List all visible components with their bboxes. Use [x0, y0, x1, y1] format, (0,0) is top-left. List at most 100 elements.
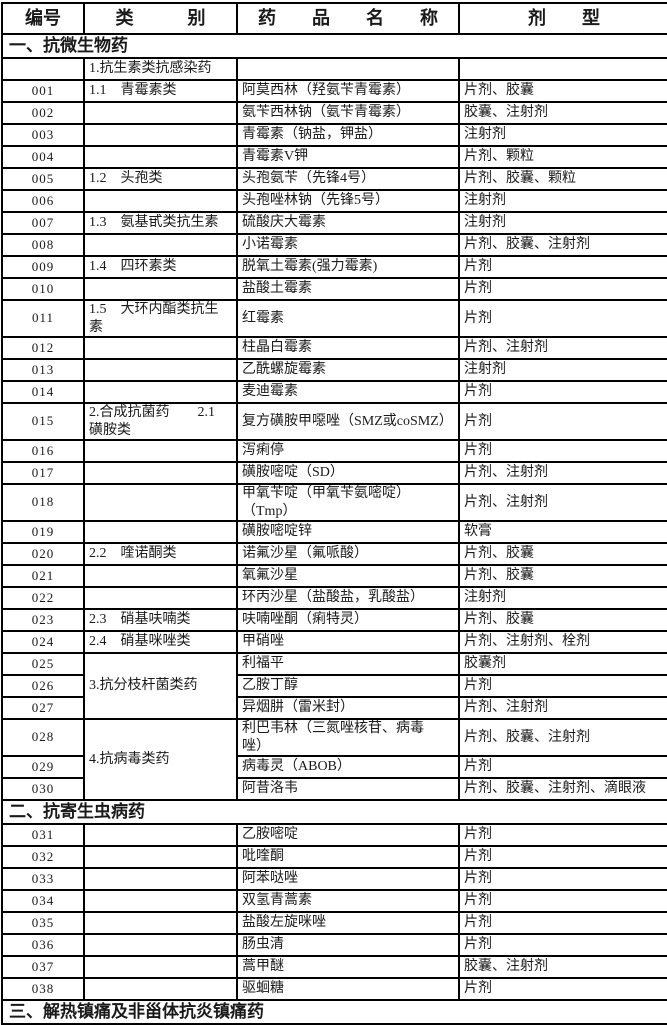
table-row: 005 1.2 头孢类 头孢氨苄（先锋4号） 片剂、胶囊、颗粒: [1, 167, 667, 191]
table-row: 006 头孢唑林钠（先锋5号） 注射剂: [1, 189, 667, 213]
cell-category: [83, 933, 238, 957]
cell-drug-name: 甲硝唑: [236, 630, 460, 654]
cell-drug-name: 阿昔洛韦: [236, 777, 460, 801]
cell-drug-name: 青霉素V钾: [236, 145, 460, 169]
cell-number: 033: [1, 867, 85, 891]
cell-category: [83, 336, 238, 360]
table-row: 018 甲氧苄啶（甲氧苄氨嘧啶） （Tmp） 片剂、注射剂: [1, 483, 667, 522]
cell-number: 013: [1, 358, 85, 382]
table-row: 001 1.1 青霉素类 阿莫西林（羟氨苄青霉素） 片剂、胶囊: [1, 79, 667, 103]
cell-category: [83, 358, 238, 382]
table-row: 012 柱晶白霉素 片剂、注射剂: [1, 336, 667, 360]
header-dosage-form: 剂 型: [458, 2, 667, 35]
table-row: 003 青霉素（钠盐，钾盐） 注射剂: [1, 123, 667, 147]
cell-dosage-form: 片剂: [458, 889, 667, 913]
cell-dosage-form: 片剂: [458, 867, 667, 891]
cell-dosage-form: 片剂: [458, 277, 667, 301]
cell-number: 001: [1, 79, 85, 103]
cell-number: 028: [1, 718, 85, 757]
cell-drug-name: 氧氟沙星: [236, 564, 460, 588]
cell-number: 035: [1, 911, 85, 935]
cell-number: 034: [1, 889, 85, 913]
header-category: 类 别: [83, 2, 238, 35]
cell-dosage-form: 注射剂: [458, 123, 667, 147]
table-row: 027 异烟肼（雷米封） 片剂、注射剂: [1, 696, 667, 720]
table-row: 015 2.合成抗菌药 2.1 磺胺类 复方磺胺甲噁唑（SMZ或coSMZ） 片剂: [1, 402, 667, 441]
cell-drug-name: 柱晶白霉素: [236, 336, 460, 360]
cell-drug-name: 利福平: [236, 652, 460, 676]
table-row: 019 磺胺嘧啶锌 软膏: [1, 520, 667, 544]
cell-category: 1.3 氨基甙类抗生素: [83, 211, 238, 235]
cell-number: 018: [1, 483, 85, 522]
cell-dosage-form: 片剂、胶囊、注射剂、滴眼液: [458, 777, 667, 801]
table-row: 016 泻痢停 片剂: [1, 439, 667, 463]
cell-dosage-form: 注射剂: [458, 358, 667, 382]
cell-number: 026: [1, 674, 85, 698]
cell-category: [83, 101, 238, 125]
cell-number: 020: [1, 542, 85, 566]
cell-drug-name: 病毒灵（ABOB）: [236, 755, 460, 779]
cell-category: [83, 461, 238, 485]
cell-dosage-form: 片剂、胶囊: [458, 79, 667, 103]
cell-dosage-form: 片剂: [458, 911, 667, 935]
section-row: 一、抗微生物药: [1, 33, 667, 59]
cell-category: 1.抗生素类抗感染药: [83, 57, 238, 81]
cell-drug-name: 磺胺嘧啶（SD）: [236, 461, 460, 485]
cell-category: [83, 189, 238, 213]
cell-drug-name: 乙胺嘧啶: [236, 823, 460, 847]
cell-drug-name: 甲氧苄啶（甲氧苄氨嘧啶） （Tmp）: [236, 483, 460, 522]
table-row: 011 1.5 大环内酯类抗生 素红霉素 片剂: [1, 299, 667, 338]
table-row: 036 肠虫清 片剂: [1, 933, 667, 957]
cell-category: [83, 233, 238, 257]
table-row: 037 蒿甲醚 胶囊、注射剂: [1, 955, 667, 979]
cell-number: 021: [1, 564, 85, 588]
cell-dosage-form: 片剂: [458, 674, 667, 698]
cell-drug-name: 阿苯哒唑: [236, 867, 460, 891]
cell-number: 037: [1, 955, 85, 979]
header-drug-name: 药 品 名 称: [236, 2, 460, 35]
cell-dosage-form: 片剂、胶囊、注射剂: [458, 718, 667, 757]
cell-number: 012: [1, 336, 85, 360]
table-row: 021 氧氟沙星 片剂、胶囊: [1, 564, 667, 588]
cell-drug-name: 氨苄西林钠（氨苄青霉素）: [236, 101, 460, 125]
cell-drug-name: 泻痢停: [236, 439, 460, 463]
table-row: 1.抗生素类抗感染药: [1, 57, 667, 81]
section-label: 二、抗寄生虫病药: [1, 799, 667, 825]
cell-number: 007: [1, 211, 85, 235]
cell-dosage-form: 胶囊、注射剂: [458, 101, 667, 125]
cell-category: 3.抗分枝杆菌类药: [83, 652, 238, 720]
cell-number: 030: [1, 777, 85, 801]
table-row: 028 4.抗病毒类药 利巴韦林（三氮唑核苷、病毒 唑） 片剂、胶囊、注射剂: [1, 718, 667, 801]
cell-dosage-form: 片剂、胶囊: [458, 564, 667, 588]
cell-number: 017: [1, 461, 85, 485]
cell-dosage-form: 注射剂: [458, 586, 667, 610]
cell-category: 1.2 头孢类: [83, 167, 238, 191]
cell-number: 009: [1, 255, 85, 279]
cell-dosage-form: 胶囊剂: [458, 652, 667, 676]
cell-drug-name: 脱氧土霉素(强力霉素): [236, 255, 460, 279]
table-row: 029 病毒灵（ABOB） 片剂: [1, 755, 667, 779]
cell-dosage-form: 片剂: [458, 380, 667, 404]
cell-number: 031: [1, 823, 85, 847]
cell-category: 2.2 喹诺酮类: [83, 542, 238, 566]
table-row: 002 氨苄西林钠（氨苄青霉素） 胶囊、注射剂: [1, 101, 667, 125]
cell-category: [83, 123, 238, 147]
cell-category: [83, 145, 238, 169]
cell-number: 023: [1, 608, 85, 632]
cell-drug-name: 利巴韦林（三氮唑核苷、病毒 唑）: [236, 718, 460, 757]
cell-drug-name: 乙胺丁醇: [236, 674, 460, 698]
table-row: 009 1.4 四环素类 脱氧土霉素(强力霉素) 片剂: [1, 255, 667, 279]
cell-dosage-form: 片剂、胶囊、注射剂: [458, 233, 667, 257]
cell-number: 016: [1, 439, 85, 463]
cell-dosage-form: 片剂: [458, 933, 667, 957]
cell-number: 014: [1, 380, 85, 404]
cell-category: [83, 911, 238, 935]
cell-drug-name: 盐酸土霉素: [236, 277, 460, 301]
table-row: 020 2.2 喹诺酮类 诺氟沙星（氟哌酸） 片剂、胶囊: [1, 542, 667, 566]
cell-dosage-form: 片剂: [458, 299, 667, 338]
table-row: 038 驱蛔糖 片剂: [1, 977, 667, 1001]
table-row: 017 磺胺嘧啶（SD） 片剂、注射剂: [1, 461, 667, 485]
cell-drug-name: 青霉素（钠盐，钾盐）: [236, 123, 460, 147]
cell-dosage-form: 片剂、胶囊: [458, 542, 667, 566]
